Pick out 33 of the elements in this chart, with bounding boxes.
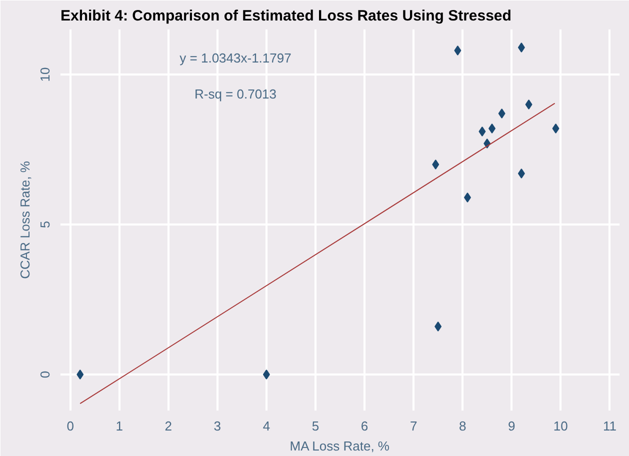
point [518, 168, 525, 178]
point [432, 160, 440, 170]
y-tick-label: 5 [38, 220, 52, 228]
point [488, 124, 496, 134]
x-tick-label: 11 [602, 418, 616, 434]
x-tick-label: 9 [508, 418, 516, 434]
annotation: R-sq = 0.7013 [194, 86, 277, 102]
x-tick-label: 2 [164, 418, 172, 434]
x-tick-label: 1 [116, 418, 123, 434]
point [525, 100, 532, 110]
x-tick-label: 4 [262, 418, 270, 434]
point [478, 126, 486, 136]
point [454, 46, 462, 56]
x-tick-label: 6 [360, 418, 368, 434]
point [262, 370, 270, 380]
point [498, 108, 506, 118]
x-tick-label: 5 [312, 418, 320, 434]
point [464, 192, 471, 202]
y-tick-label: 0 [38, 370, 52, 378]
x-axis-title: MA Loss Rate, % [290, 438, 390, 454]
y-tick-label: 10 [38, 67, 52, 82]
annotation: y = 1.0343x-1.1797 [180, 50, 292, 66]
point [552, 124, 560, 134]
x-tick-label: 10 [553, 418, 568, 434]
point [76, 370, 84, 380]
point [518, 42, 525, 52]
x-tick-label: 7 [410, 418, 418, 434]
point [434, 322, 442, 332]
x-tick-label: 8 [458, 418, 466, 434]
x-tick-label: 3 [214, 418, 222, 434]
chart-title: Exhibit 4: Comparison of Estimated Loss Rates Using Stressed [60, 8, 512, 24]
y-axis-title: CCAR Loss Rate, % [18, 160, 32, 279]
x-tick-label: 0 [66, 418, 74, 434]
